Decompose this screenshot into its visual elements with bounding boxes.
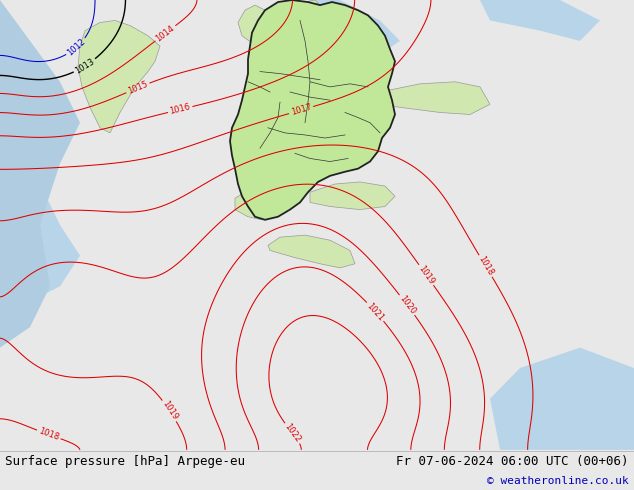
Polygon shape xyxy=(238,5,272,46)
Polygon shape xyxy=(235,192,272,220)
Polygon shape xyxy=(370,82,490,115)
Text: 1017: 1017 xyxy=(290,103,313,117)
Text: 1018: 1018 xyxy=(476,255,495,277)
Text: 1019: 1019 xyxy=(417,264,436,286)
Polygon shape xyxy=(300,0,320,25)
Text: 1012: 1012 xyxy=(65,37,87,57)
Text: 1021: 1021 xyxy=(365,301,385,322)
Text: Fr 07-06-2024 06:00 UTC (00+06): Fr 07-06-2024 06:00 UTC (00+06) xyxy=(396,455,629,467)
Polygon shape xyxy=(78,21,160,133)
Polygon shape xyxy=(268,235,355,268)
Text: Surface pressure [hPa] Arpege-eu: Surface pressure [hPa] Arpege-eu xyxy=(5,455,245,467)
Text: © weatheronline.co.uk: © weatheronline.co.uk xyxy=(487,476,629,486)
Text: 1020: 1020 xyxy=(398,294,417,316)
Polygon shape xyxy=(308,125,382,155)
Polygon shape xyxy=(230,0,395,220)
Text: 1015: 1015 xyxy=(126,80,149,96)
Text: 1018: 1018 xyxy=(37,427,60,442)
Polygon shape xyxy=(0,0,80,347)
Text: 1022: 1022 xyxy=(283,422,302,444)
Text: 1013: 1013 xyxy=(74,57,96,75)
Text: 1016: 1016 xyxy=(169,102,191,116)
Polygon shape xyxy=(480,0,600,41)
Polygon shape xyxy=(490,347,634,450)
Text: 1019: 1019 xyxy=(160,399,179,422)
Polygon shape xyxy=(290,0,400,72)
Text: 1014: 1014 xyxy=(154,24,176,43)
Polygon shape xyxy=(0,0,80,317)
Polygon shape xyxy=(310,182,395,210)
